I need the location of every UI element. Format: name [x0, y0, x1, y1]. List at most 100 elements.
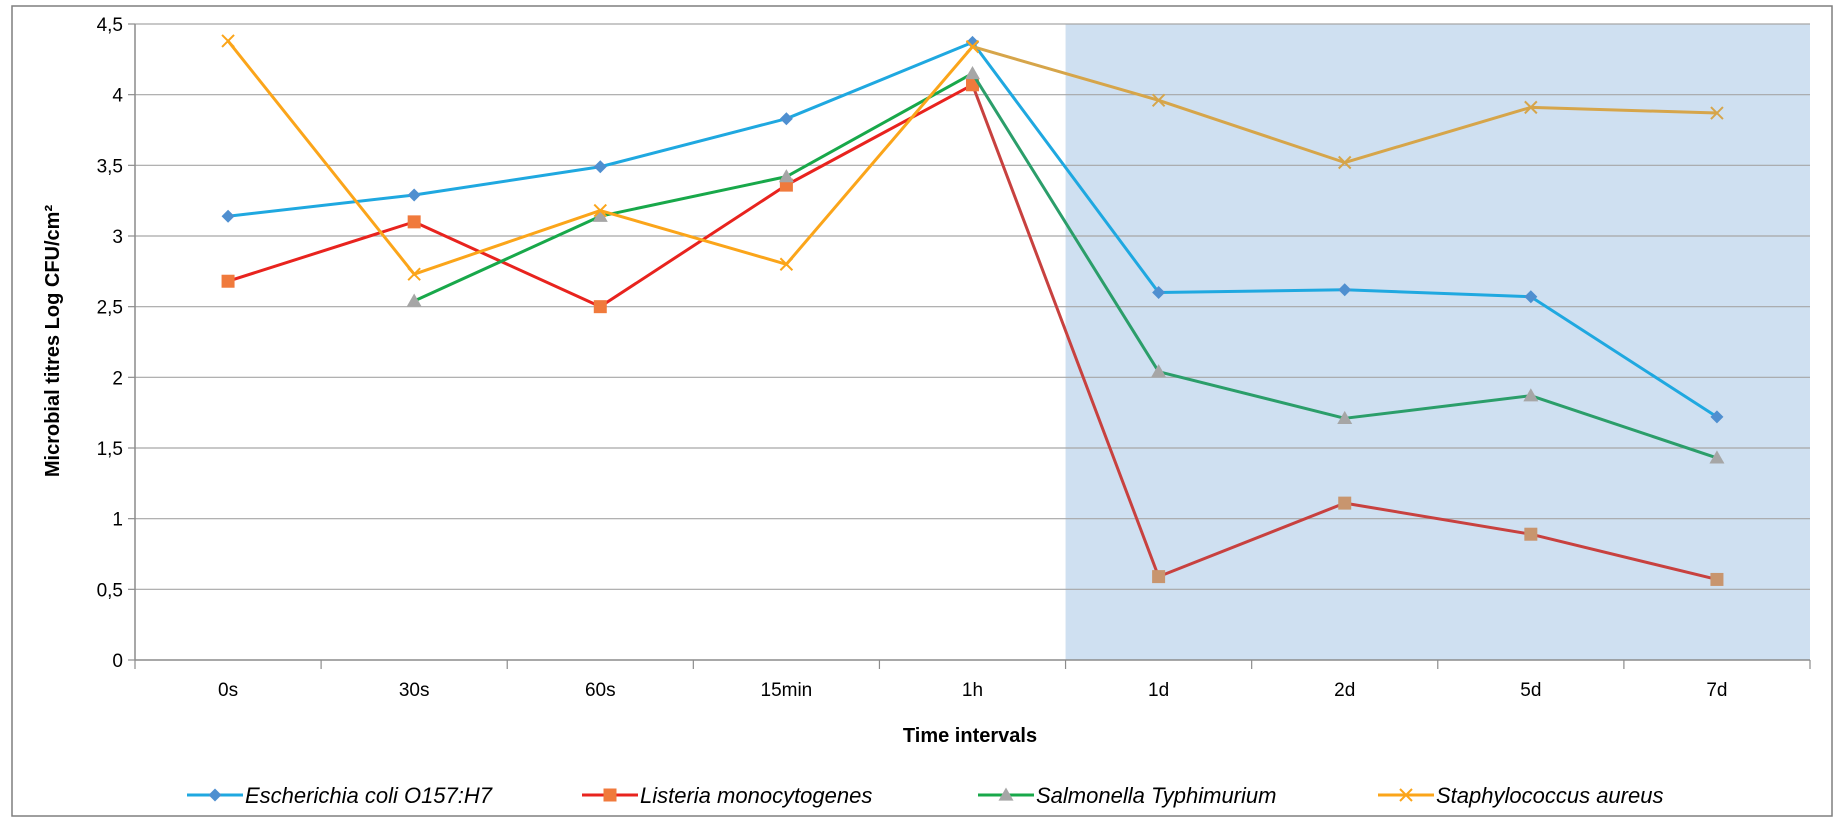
x-tick-label: 60s: [585, 680, 616, 701]
series-line-segment: [412, 220, 602, 309]
series-line-segment: [784, 83, 974, 187]
y-tick-labels: 0 0,5 1 1,5 2 2,5 3 3,5 4 4,5: [97, 15, 124, 672]
series-line-segment: [1529, 295, 1719, 419]
series-line-segment: [1157, 98, 1347, 165]
legend-label: Listeria monocytogenes: [640, 783, 872, 808]
data-point: [1710, 572, 1724, 586]
series-line-segment: [226, 220, 416, 283]
series-line-segment: [412, 214, 602, 303]
data-point: [1524, 100, 1538, 115]
y-tick-label: 0: [112, 651, 123, 672]
data-point: [407, 215, 421, 229]
series-line-segment: [971, 45, 1161, 102]
data-point: [966, 78, 979, 92]
data-point: [221, 209, 235, 223]
data-point: [779, 112, 793, 126]
grid-lines: [135, 23, 1810, 590]
series-line-segment: [598, 117, 788, 169]
data-point: [1152, 286, 1166, 300]
series-line-segment: [1157, 370, 1347, 420]
data-point: [407, 267, 421, 281]
series-line-segment: [1529, 532, 1719, 581]
series-1: [221, 35, 1724, 424]
y-tick-label: 3,5: [97, 156, 123, 177]
series-line-segment: [784, 71, 974, 179]
legend-item: Listeria monocytogenes: [582, 783, 872, 808]
y-tick-label: 4,5: [97, 15, 123, 36]
series-line-segment: [412, 209, 602, 276]
data-point: [407, 188, 421, 202]
series: [221, 34, 1725, 586]
series-line-segment: [1343, 105, 1533, 165]
data-point: [593, 160, 607, 174]
data-point: [965, 39, 980, 54]
data-point: [778, 169, 794, 183]
x-tick-label: 5d: [1520, 680, 1541, 701]
legend-marker: [1399, 788, 1413, 802]
data-point: [1524, 290, 1538, 304]
series-line-segment: [1157, 288, 1347, 295]
data-point: [1338, 283, 1352, 297]
data-point: [221, 34, 235, 48]
data-point: [1524, 527, 1538, 541]
legend-marker: [208, 788, 222, 802]
shaded-region: [1065, 24, 1810, 660]
data-point: [779, 257, 794, 271]
x-tick-label: 7d: [1706, 680, 1727, 701]
data-point: [966, 35, 979, 49]
series-line-segment: [971, 71, 1161, 374]
data-point: [593, 203, 607, 218]
x-tick-label: 1h: [962, 680, 983, 701]
y-tick-label: 0,5: [97, 580, 123, 601]
legend-item: Salmonella Typhimurium: [978, 783, 1276, 808]
series-line-segment: [598, 175, 788, 218]
x-tick-label: 2d: [1334, 680, 1355, 701]
series-line-segment: [1529, 105, 1719, 115]
legend-label: Salmonella Typhimurium: [1036, 783, 1276, 808]
data-point: [1152, 570, 1166, 584]
legend-marker: [998, 787, 1014, 801]
legend-label: Escherichia coli O157:H7: [245, 783, 493, 808]
data-point: [592, 208, 608, 222]
series-line-segment: [598, 209, 788, 266]
series-line-segment: [226, 39, 416, 276]
y-tick-label: 2,5: [97, 298, 123, 319]
legend: Escherichia coli O157:H7 Listeria monocyt…: [187, 783, 1663, 808]
x-tick-labels: 0s 30s 60s 15min 1h 1d 2d 5d 7d: [218, 680, 1727, 701]
legend-label: Staphylococcus aureus: [1436, 783, 1663, 808]
data-point: [1338, 496, 1352, 510]
axes: [128, 23, 1811, 669]
x-tick-label: 30s: [399, 680, 430, 701]
series-line-segment: [784, 45, 974, 266]
y-tick-label: 4: [112, 86, 123, 107]
y-tick-label: 1: [112, 510, 123, 531]
data-point: [593, 300, 607, 314]
y-tick-label: 3: [112, 227, 123, 248]
series-2: [221, 78, 1724, 586]
series-line-segment: [1157, 501, 1347, 579]
series-4: [221, 34, 1724, 281]
y-axis-title: Microbial titres Log CFU/cm²: [42, 205, 64, 478]
y-tick-label: 1,5: [97, 439, 123, 460]
legend-marker: [603, 788, 617, 802]
data-point: [965, 65, 980, 80]
series-line-segment: [1529, 394, 1719, 460]
series-line-segment: [1343, 394, 1533, 420]
series-line-segment: [412, 165, 602, 197]
data-point: [221, 274, 235, 288]
data-point: [406, 293, 422, 307]
data-point: [1709, 450, 1725, 464]
data-point: [1523, 388, 1539, 402]
data-point: [1710, 106, 1724, 120]
series-line-segment: [971, 40, 1161, 295]
data-point: [1710, 410, 1724, 424]
data-point: [1337, 410, 1353, 424]
series-line-segment: [784, 40, 974, 121]
x-tick-label: 1d: [1148, 680, 1169, 701]
data-point: [1151, 93, 1166, 108]
series-line-segment: [598, 183, 788, 309]
series-line-segment: [1343, 288, 1533, 299]
data-point: [1338, 155, 1352, 170]
